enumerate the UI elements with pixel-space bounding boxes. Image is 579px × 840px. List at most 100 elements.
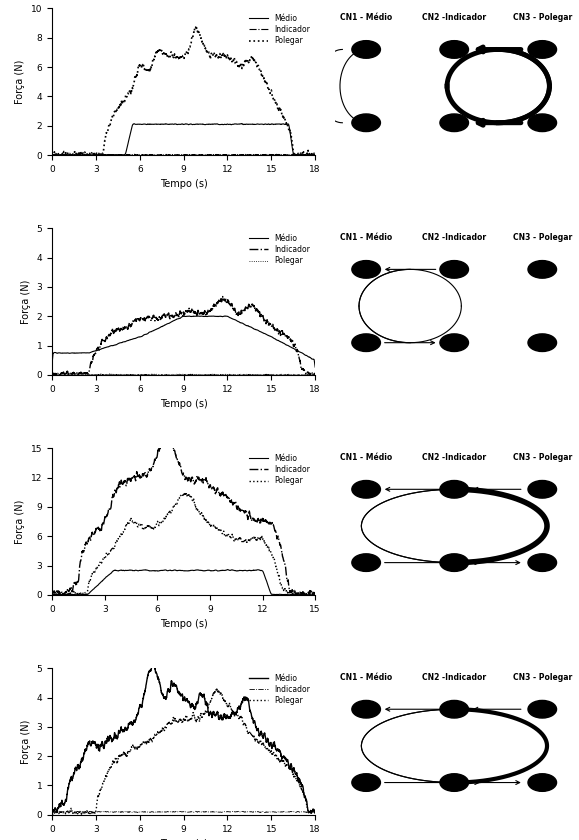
Circle shape <box>528 40 556 58</box>
Text: CN3 - Polegar: CN3 - Polegar <box>512 13 572 22</box>
X-axis label: Tempo (s): Tempo (s) <box>160 839 207 840</box>
Indicador <box>219 291 226 302</box>
Line: Médio: Médio <box>52 123 315 155</box>
Polegar <box>69 589 76 599</box>
Médio <box>157 322 164 332</box>
Circle shape <box>352 774 380 791</box>
Text: CN1 - Médio: CN1 - Médio <box>340 233 393 242</box>
Indicador <box>105 807 112 817</box>
Circle shape <box>440 554 468 571</box>
Circle shape <box>528 260 556 278</box>
Indicador <box>69 585 76 596</box>
Médio <box>312 808 318 818</box>
Line: Polegar: Polegar <box>52 374 315 375</box>
Polegar <box>80 588 87 598</box>
Polegar <box>57 590 64 600</box>
Y-axis label: Força (N): Força (N) <box>21 280 31 324</box>
Médio <box>105 734 112 744</box>
Circle shape <box>352 554 380 571</box>
Indicador <box>312 808 318 818</box>
Text: CN1 - Médio: CN1 - Médio <box>340 673 393 681</box>
Indicador <box>105 332 112 342</box>
Line: Indicador: Indicador <box>52 811 315 814</box>
Legend: Médio, Indicador, Polegar: Médio, Indicador, Polegar <box>247 13 312 47</box>
Médio <box>312 362 318 372</box>
Indicador <box>157 312 164 323</box>
Text: CN2 -Indicador: CN2 -Indicador <box>422 233 486 242</box>
Circle shape <box>440 480 468 498</box>
Indicador <box>228 299 235 309</box>
Polegar <box>147 370 154 380</box>
Indicador <box>156 312 163 322</box>
Circle shape <box>352 701 380 718</box>
Polegar <box>82 370 89 380</box>
Indicador <box>156 150 163 160</box>
Polegar <box>105 765 112 775</box>
Text: CN3 - Polegar: CN3 - Polegar <box>512 673 572 681</box>
Text: CN3 - Polegar: CN3 - Polegar <box>512 453 572 462</box>
Circle shape <box>528 554 556 571</box>
Polegar <box>312 809 318 819</box>
Polegar <box>49 810 56 820</box>
Polegar <box>156 45 163 55</box>
Médio <box>69 590 76 600</box>
Polegar <box>193 21 200 31</box>
Médio <box>49 807 56 817</box>
Line: Médio: Médio <box>52 570 315 595</box>
Indicador <box>309 370 316 380</box>
Legend: Médio, Indicador, Polegar: Médio, Indicador, Polegar <box>247 232 312 267</box>
Médio <box>156 323 163 333</box>
Indicador <box>312 589 318 599</box>
Indicador <box>64 366 71 376</box>
Polegar <box>147 734 154 744</box>
Indicador <box>166 433 173 444</box>
Circle shape <box>440 333 468 351</box>
Médio <box>224 564 231 575</box>
Indicador <box>147 314 154 324</box>
Indicador <box>49 369 56 379</box>
Polegar <box>64 370 71 380</box>
Text: CN1 - Médio: CN1 - Médio <box>340 13 393 22</box>
Médio <box>80 590 87 600</box>
Circle shape <box>440 40 468 58</box>
Polegar <box>166 506 173 516</box>
Polegar <box>147 64 154 74</box>
Line: Indicador: Indicador <box>52 297 315 375</box>
Indicador <box>199 475 206 485</box>
Polegar <box>64 806 71 816</box>
Indicador <box>228 806 235 816</box>
Indicador <box>165 432 172 442</box>
Circle shape <box>528 114 556 132</box>
Indicador <box>171 445 178 455</box>
Polegar <box>214 684 221 694</box>
Polegar <box>309 150 316 160</box>
Circle shape <box>352 40 380 58</box>
Médio <box>166 565 173 575</box>
Circle shape <box>440 701 468 718</box>
Indicador <box>156 806 163 816</box>
Circle shape <box>440 260 468 278</box>
Circle shape <box>352 333 380 351</box>
Médio <box>170 565 177 575</box>
Text: CN2 -Indicador: CN2 -Indicador <box>422 453 486 462</box>
Médio <box>312 808 318 818</box>
Circle shape <box>352 114 380 132</box>
Polegar <box>142 369 149 379</box>
Médio <box>160 565 167 575</box>
Médio <box>228 707 235 717</box>
Indicador <box>184 150 191 160</box>
Polegar <box>228 705 235 715</box>
Indicador <box>80 547 87 557</box>
Text: CN2 -Indicador: CN2 -Indicador <box>422 673 486 681</box>
Médio <box>147 664 154 675</box>
Médio <box>228 313 235 323</box>
X-axis label: Tempo (s): Tempo (s) <box>160 399 207 409</box>
Legend: Médio, Indicador, Polegar: Médio, Indicador, Polegar <box>247 452 312 486</box>
Médio <box>156 677 163 687</box>
Indicador <box>157 807 164 817</box>
Médio <box>287 590 294 600</box>
Indicador <box>147 807 154 817</box>
Indicador <box>240 806 247 816</box>
Indicador <box>312 369 318 379</box>
Polegar <box>105 370 112 380</box>
